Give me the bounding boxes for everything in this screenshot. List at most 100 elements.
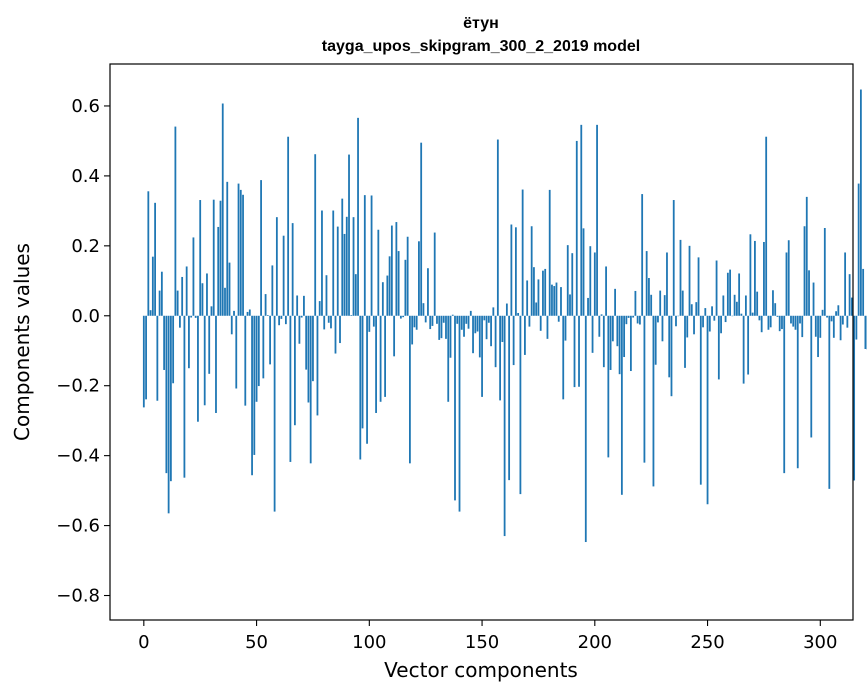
bar [406, 236, 409, 316]
bar [600, 314, 603, 316]
bar [864, 315, 867, 349]
bar [190, 315, 193, 318]
bar [713, 315, 716, 321]
bar [370, 195, 373, 316]
bar [654, 315, 657, 365]
bar [303, 295, 305, 316]
bar [614, 288, 616, 316]
bar [514, 227, 517, 316]
bar [785, 252, 788, 316]
bar [690, 304, 693, 316]
x-tick-label: 100 [352, 632, 386, 653]
bar [169, 315, 172, 482]
bar [681, 290, 684, 316]
bar [445, 315, 447, 339]
bar [399, 315, 402, 319]
bar [472, 315, 474, 354]
bar [528, 315, 531, 327]
bar [377, 229, 380, 316]
bar [298, 315, 301, 344]
bar [587, 297, 589, 316]
bar [307, 315, 310, 403]
bar [397, 251, 400, 316]
bar [830, 315, 833, 322]
bar [323, 315, 326, 330]
bar [201, 283, 204, 316]
bar [325, 275, 328, 316]
bar [262, 315, 265, 379]
bar [269, 315, 271, 365]
bar [569, 294, 571, 316]
bar [427, 268, 429, 316]
bar [693, 315, 695, 335]
x-axis: 0 50 100 150 200 250 300 [138, 620, 837, 653]
bar [481, 315, 483, 397]
bar [321, 210, 323, 316]
bar [418, 241, 420, 316]
bar [512, 315, 515, 366]
y-tick-label: 0.0 [71, 306, 100, 327]
bar [478, 315, 481, 358]
bar [154, 202, 156, 316]
bar [808, 270, 810, 316]
bar [708, 315, 711, 332]
bar [179, 315, 181, 328]
bar [494, 315, 497, 368]
bar [855, 315, 858, 340]
bar [165, 315, 168, 474]
bar [312, 315, 314, 382]
bar [575, 140, 578, 316]
bar [197, 315, 199, 422]
bar [456, 315, 459, 324]
bar [235, 315, 238, 389]
bar [174, 126, 177, 316]
bar [853, 315, 856, 481]
bar [542, 270, 544, 316]
bar [505, 303, 508, 316]
bar [749, 234, 752, 316]
bar [688, 245, 691, 316]
bar [787, 240, 790, 316]
plot-frame [109, 63, 854, 621]
bar [767, 315, 770, 330]
bar [354, 274, 357, 316]
bar [422, 303, 425, 316]
bar [760, 315, 763, 333]
bar [330, 315, 332, 329]
bar [327, 315, 330, 323]
bar [233, 310, 235, 316]
bar [284, 315, 287, 325]
bar [210, 306, 213, 316]
bar [618, 315, 621, 375]
bar [648, 278, 650, 316]
bar [605, 266, 607, 316]
bar [841, 315, 844, 325]
bar [221, 103, 224, 316]
bar [442, 315, 445, 323]
bar [316, 315, 319, 416]
chart-subtitle: tayga_upos_skipgram_300_2_2019 model [322, 38, 640, 55]
bar [835, 311, 837, 316]
bar [237, 183, 240, 316]
bar [711, 306, 713, 316]
bar [230, 315, 233, 335]
bar [733, 294, 736, 316]
bar [188, 315, 190, 369]
bar [837, 305, 840, 316]
bar [318, 301, 321, 316]
bar [460, 315, 463, 330]
bar [206, 273, 208, 316]
bar [163, 315, 166, 370]
bar [253, 315, 256, 455]
bar [555, 282, 558, 316]
bar [596, 124, 598, 316]
bar [384, 315, 386, 397]
bar [578, 315, 580, 387]
bar [433, 232, 436, 316]
bar [609, 315, 612, 370]
bar [289, 315, 292, 462]
bar [636, 315, 639, 324]
bar [339, 315, 341, 344]
bar [625, 315, 628, 325]
